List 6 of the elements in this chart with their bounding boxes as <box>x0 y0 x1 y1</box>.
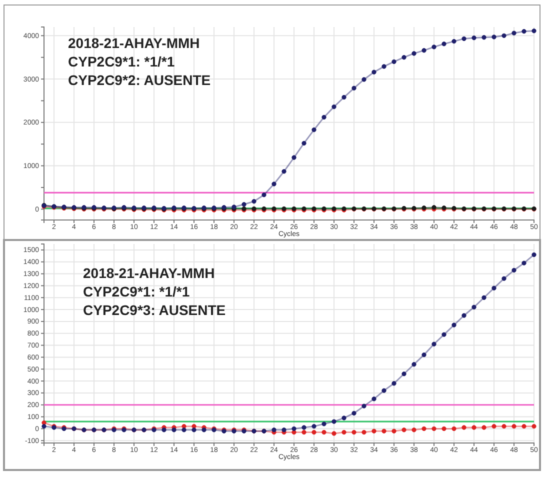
annotation: CYP2C9*1: *1/*1 <box>83 284 190 300</box>
annotation: 2018-21-AHAY-MMH <box>68 35 200 51</box>
annotation: CYP2C9*3: AUSENTE <box>83 302 226 318</box>
annotation: 2018-21-AHAY-MMH <box>83 265 215 281</box>
annotation: CYP2C9*1: *1/*1 <box>68 54 175 70</box>
annotation: CYP2C9*2: AUSENTE <box>68 72 211 88</box>
